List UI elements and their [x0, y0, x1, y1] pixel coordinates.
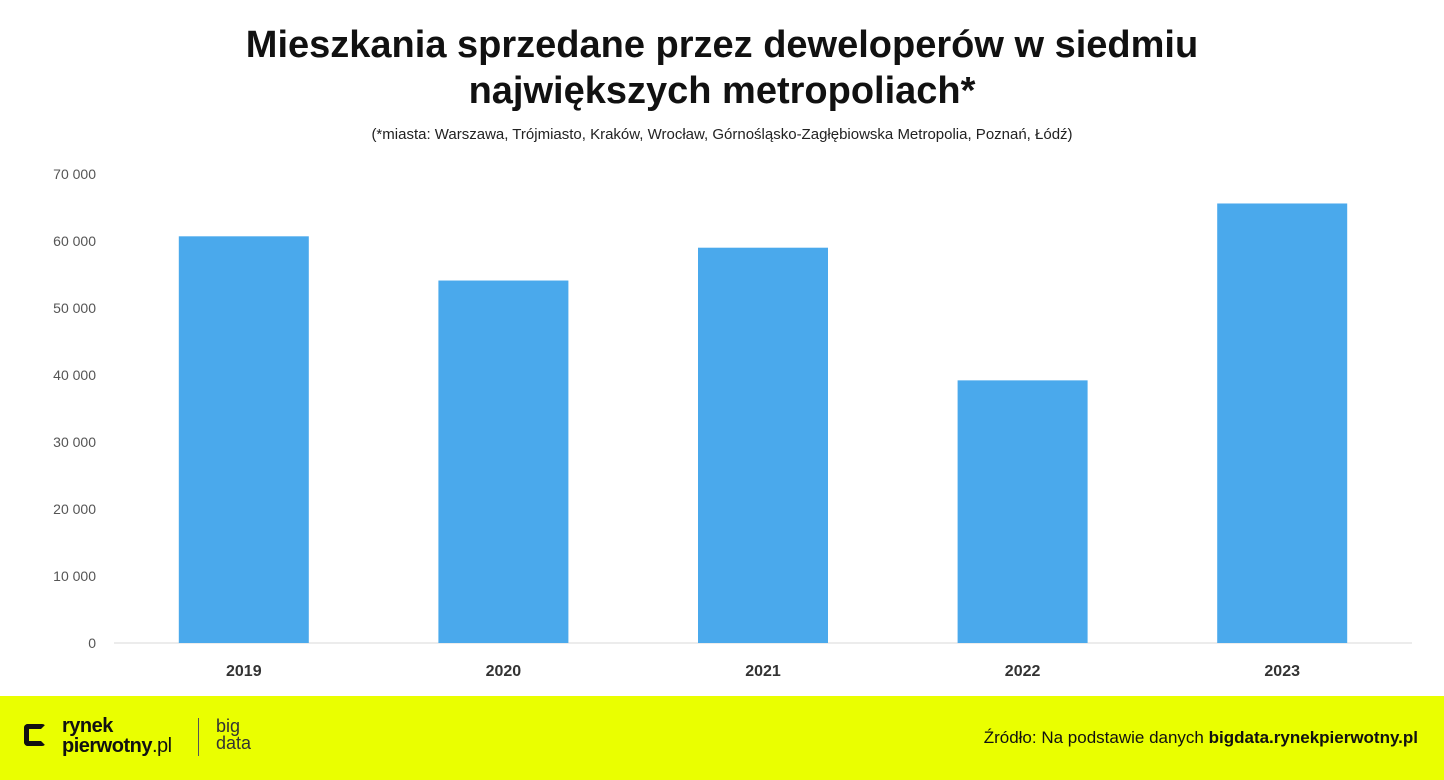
rynekpierwotny-logo-icon — [24, 724, 46, 746]
source-note: Źródło: Na podstawie danych bigdata.ryne… — [984, 728, 1418, 748]
bigdata-logo: big data — [216, 716, 252, 753]
bar-2019 — [178, 236, 309, 643]
chart-area: Mieszkania sprzedane przez deweloperów w… — [0, 22, 1444, 680]
x-tick-label: 2023 — [1264, 663, 1300, 680]
x-tick-label: 2020 — [486, 663, 522, 680]
chart-title: Mieszkania sprzedane przez deweloperów w… — [0, 22, 1444, 114]
logo-line-2-suffix: .pl — [151, 735, 172, 757]
bar-2021 — [698, 247, 828, 643]
bar-chart: 0 10 000 20 000 30 000 40 000 50 000 60 000 70 … — [53, 166, 1412, 680]
x-tick-label: 2019 — [226, 663, 262, 680]
rynekpierwotny-logo: rynek pierwotny.pl — [62, 716, 172, 756]
x-tick-label: 2021 — [745, 663, 781, 680]
y-tick-label: 20 000 — [53, 501, 96, 517]
y-tick-label: 70 000 — [53, 166, 96, 182]
bar-2023 — [1217, 203, 1348, 644]
source-prefix: Źródło: Na podstawie danych — [983, 728, 1209, 747]
y-tick-label: 40 000 — [53, 367, 96, 383]
y-tick-label: 50 000 — [53, 300, 96, 316]
bigdata-line-1: big — [216, 716, 241, 736]
y-tick-label: 30 000 — [53, 434, 96, 450]
chart-title-line-1: Mieszkania sprzedane przez deweloperów w… — [245, 24, 1199, 66]
bar-2020 — [438, 280, 569, 643]
bigdata-line-2: data — [216, 733, 252, 753]
y-tick-label: 60 000 — [53, 233, 96, 249]
logo-line-1: rynek — [62, 715, 113, 737]
footer: rynek pierwotny.pl big data Źródło: Na p… — [0, 696, 1444, 780]
x-tick-label: 2022 — [1005, 663, 1041, 680]
logo-divider — [198, 718, 199, 756]
logo-line-2: pierwotny — [62, 735, 152, 757]
chart-title-line-2: największych metropoliach* — [468, 70, 976, 112]
chart-subtitle: (*miasta: Warszawa, Trójmiasto, Kraków, … — [371, 126, 1073, 143]
y-tick-label: 0 — [88, 635, 96, 651]
bar-2022 — [957, 380, 1088, 643]
source-link[interactable]: bigdata.rynekpierwotny.pl — [1208, 728, 1418, 747]
y-tick-label: 10 000 — [53, 568, 96, 584]
